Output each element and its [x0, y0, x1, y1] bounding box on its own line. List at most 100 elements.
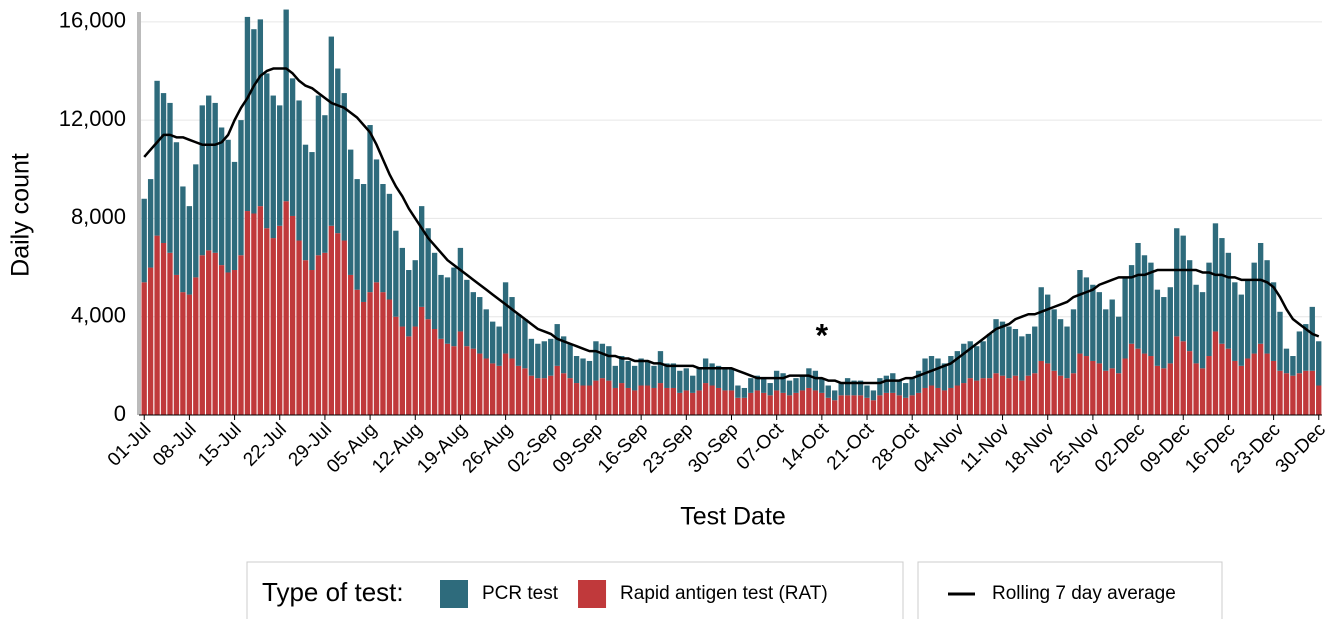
legend-label: Rolling 7 day average — [992, 583, 1176, 604]
bar — [270, 95, 276, 239]
bar — [231, 270, 238, 415]
bar — [406, 336, 412, 415]
bar — [696, 390, 702, 415]
y-tick-label: 12,000 — [59, 106, 126, 131]
bar — [1277, 370, 1283, 415]
x-tick-label: 21-Oct — [823, 419, 879, 475]
bar — [1006, 326, 1012, 379]
bar — [625, 360, 631, 388]
bar — [522, 319, 528, 369]
bar — [1174, 336, 1180, 415]
bar — [457, 247, 464, 332]
bar — [560, 373, 567, 415]
bar — [464, 279, 470, 347]
bar — [509, 358, 515, 415]
bar — [373, 159, 380, 283]
bar — [1083, 277, 1090, 357]
bar — [535, 343, 541, 379]
bar — [702, 383, 709, 415]
bar — [328, 225, 335, 415]
bar — [915, 392, 922, 415]
bar — [257, 19, 264, 207]
bar — [1012, 375, 1019, 415]
legend-swatch — [578, 580, 607, 608]
bar — [1316, 341, 1322, 386]
bar — [1012, 328, 1019, 376]
bar — [799, 390, 806, 415]
bar — [599, 343, 606, 379]
bar — [431, 252, 438, 329]
bar — [1115, 316, 1122, 374]
bar — [425, 319, 431, 415]
bar — [515, 365, 522, 415]
bar — [593, 341, 599, 381]
bar — [1038, 360, 1044, 415]
bar — [948, 356, 954, 388]
x-tick-label: 09-Sep — [549, 419, 607, 477]
bar — [748, 392, 754, 415]
bar — [1245, 279, 1251, 359]
bar — [844, 395, 851, 415]
bar — [1303, 370, 1309, 415]
legend-label: Rapid antigen test (RAT) — [620, 583, 828, 604]
bar — [890, 373, 896, 393]
bar — [1193, 363, 1199, 415]
bar — [322, 252, 328, 415]
bar — [141, 198, 147, 283]
bar — [883, 392, 890, 415]
bar — [419, 206, 425, 307]
bar — [1051, 370, 1057, 415]
bar — [1206, 262, 1212, 357]
bar — [1064, 378, 1070, 415]
bar — [1264, 260, 1270, 354]
bar — [586, 385, 593, 415]
bar — [812, 370, 819, 391]
bar — [767, 395, 773, 415]
bar — [612, 387, 618, 415]
bar — [999, 321, 1006, 376]
bar — [986, 378, 993, 415]
bar — [1057, 375, 1064, 415]
bar — [1141, 255, 1148, 354]
bar — [1032, 326, 1038, 374]
bar — [309, 270, 315, 415]
bar — [909, 378, 915, 396]
bar — [1283, 348, 1290, 374]
bar — [451, 267, 457, 347]
bar — [1257, 343, 1264, 415]
bar — [1148, 356, 1154, 415]
bar — [1270, 282, 1277, 361]
bar — [761, 392, 767, 415]
bar — [677, 392, 683, 415]
bar — [1290, 375, 1296, 415]
bar — [638, 385, 644, 415]
bar — [1070, 373, 1077, 415]
bar — [696, 368, 702, 391]
bar — [780, 373, 786, 393]
x-tick-label: 22-Jul — [239, 419, 290, 470]
bar — [670, 387, 677, 415]
bar — [741, 397, 748, 415]
bar — [193, 277, 199, 415]
bar — [509, 297, 515, 359]
bar — [367, 292, 373, 415]
x-tick-label: 04-Nov — [910, 419, 969, 478]
bar — [464, 346, 470, 415]
bar — [954, 385, 961, 415]
bar — [451, 346, 457, 415]
y-tick-label: 4,000 — [71, 303, 126, 328]
bar — [1167, 287, 1173, 364]
bar — [870, 400, 877, 415]
bar — [548, 338, 554, 376]
bar — [903, 383, 909, 398]
bar — [380, 184, 386, 293]
bar — [360, 301, 367, 415]
bar — [251, 213, 257, 415]
bar — [496, 326, 502, 366]
bar — [141, 282, 147, 415]
bar — [806, 387, 812, 415]
bar — [864, 385, 870, 398]
bar — [1064, 326, 1070, 379]
bar — [664, 363, 670, 388]
